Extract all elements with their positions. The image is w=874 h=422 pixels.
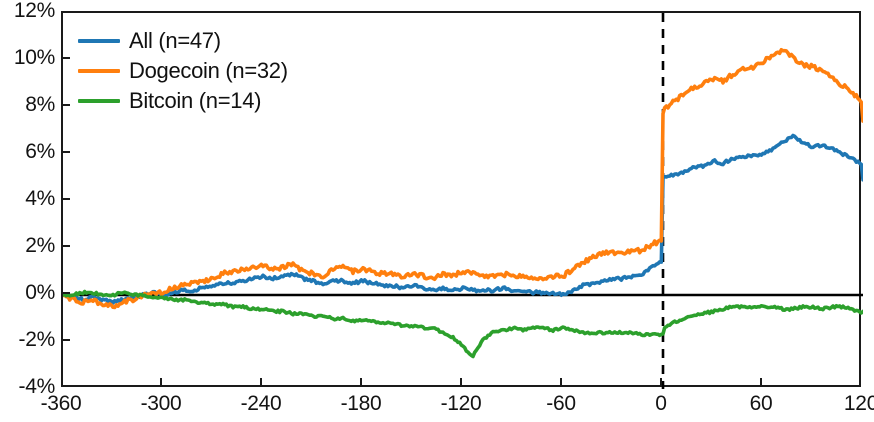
x-tick-mark [759,378,763,387]
y-axis-tick-labels: -4% -2% 0% 2% 4% 6% 8% 10% 12% [0,0,55,422]
y-tick-mark [61,244,70,248]
series-line-bitcoin [63,289,863,359]
x-tick-label: 60 [749,392,773,415]
y-tick-label: 0% [25,281,55,304]
x-tick-label: -180 [340,392,382,415]
y-tick-mark [61,103,70,107]
x-tick-mark [559,378,563,387]
plot-area [61,11,863,389]
legend-item: Dogecoin (n=32) [78,56,288,86]
plot-canvas [63,13,863,389]
y-tick-mark [61,56,70,60]
legend-label: All (n=47) [129,28,221,53]
series-line-all [63,133,863,305]
x-tick-mark [659,378,663,387]
x-tick-mark [459,378,463,387]
x-tick-label: -60 [546,392,576,415]
x-tick-label: 0 [655,392,667,415]
legend-swatch [78,38,120,44]
x-tick-label: -240 [240,392,282,415]
y-tick-mark [61,338,70,342]
legend-item: Bitcoin (n=14) [78,86,288,116]
legend-item: All (n=47) [78,26,288,56]
chart-legend: All (n=47) Dogecoin (n=32) Bitcoin (n=14) [78,26,288,116]
x-tick-mark [159,378,163,387]
y-tick-mark [61,197,70,201]
y-tick-mark [61,291,70,295]
legend-label: Bitcoin (n=14) [129,88,262,113]
y-tick-label: 6% [25,140,55,163]
y-tick-label: -2% [18,328,56,351]
x-tick-label: -120 [440,392,482,415]
y-tick-mark [61,150,70,154]
legend-swatch [78,98,120,104]
legend-swatch [78,68,120,74]
x-tick-mark [359,378,363,387]
y-tick-label: -4% [18,375,56,398]
x-tick-label: 120 [843,392,874,415]
x-tick-label: -300 [140,392,182,415]
legend-label: Dogecoin (n=32) [129,58,288,83]
series-line-dogecoin [63,47,863,310]
y-tick-label: 8% [25,93,55,116]
y-tick-label: 10% [13,46,55,69]
x-tick-label: -360 [40,392,82,415]
y-tick-label: 12% [13,0,55,22]
y-tick-label: 2% [25,234,55,257]
x-tick-mark [259,378,263,387]
y-tick-label: 4% [25,187,55,210]
